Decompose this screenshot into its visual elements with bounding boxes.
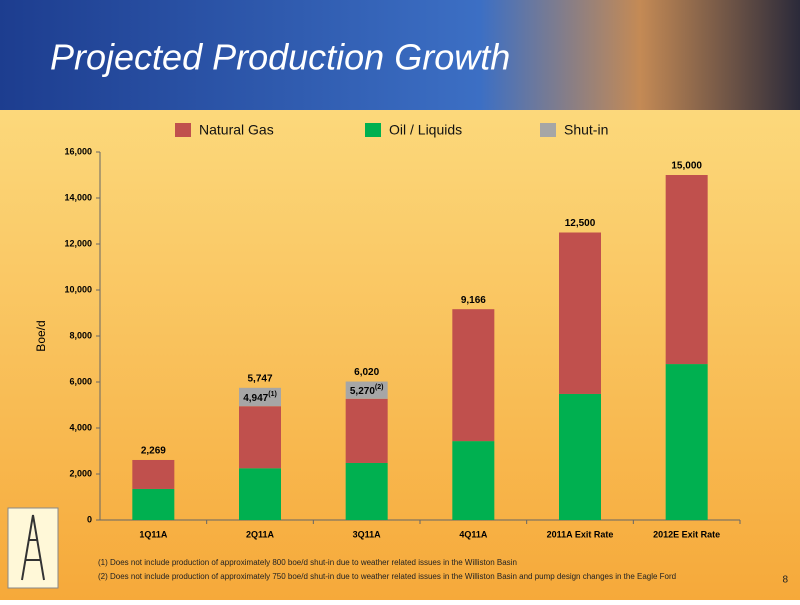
sub-label-note: (1) [268, 391, 277, 398]
total-label: 2,269 [141, 446, 166, 457]
y-tick-label: 16,000 [64, 146, 92, 156]
bar-segment [132, 459, 175, 489]
y-tick-label: 4,000 [69, 422, 92, 432]
x-tick-label: 2011A Exit Rate [547, 529, 614, 539]
y-tick-label: 12,000 [64, 238, 92, 248]
legend-swatch [175, 123, 191, 137]
slide-title: Projected Production Growth [50, 37, 510, 78]
total-label: 5,747 [247, 373, 272, 384]
legend-label: Shut-in [564, 122, 608, 138]
y-tick-label: 6,000 [69, 376, 92, 386]
bar-segment [239, 406, 281, 469]
y-tick-label: 2,000 [69, 468, 92, 478]
bar-segment [665, 364, 708, 520]
bar-segment [239, 387, 281, 407]
bar-segment [239, 468, 281, 520]
page-number: 8 [782, 575, 788, 586]
y-tick-label: 14,000 [64, 192, 92, 202]
total-label: 6,020 [354, 367, 379, 378]
footnote: (2) Does not include production of appro… [98, 572, 676, 581]
logo [7, 507, 59, 589]
sub-label: 4,947(1) [243, 391, 277, 404]
sub-label-value: 5,270 [350, 385, 375, 396]
bar-segment [559, 393, 601, 520]
legend-swatch [365, 123, 381, 137]
legend-label: Oil / Liquids [389, 122, 462, 138]
bar-segment [345, 398, 388, 463]
total-label: 15,000 [671, 161, 702, 172]
bar-segment [559, 232, 601, 394]
bar-segment [132, 488, 175, 520]
footnote: (1) Does not include production of appro… [98, 558, 517, 567]
x-tick-label: 2012E Exit Rate [653, 529, 720, 539]
y-tick-label: 10,000 [64, 284, 92, 294]
sub-label-value: 4,947 [243, 393, 268, 404]
y-tick-label: 0 [87, 514, 92, 524]
x-tick-label: 2Q11A [246, 529, 275, 539]
x-tick-label: 3Q11A [353, 529, 382, 539]
sub-label-note: (2) [375, 384, 384, 391]
bar-segment [665, 175, 708, 365]
x-tick-label: 1Q11A [139, 529, 168, 539]
bar-segment [452, 309, 495, 442]
sub-label: 5,270(2) [350, 384, 384, 397]
legend-label: Natural Gas [199, 122, 274, 138]
bar-segment [345, 462, 388, 520]
legend-swatch [540, 123, 556, 137]
y-axis-label: Boe/d [34, 320, 48, 351]
banner [0, 0, 800, 110]
total-label: 12,500 [565, 218, 596, 229]
y-tick-label: 8,000 [69, 330, 92, 340]
bar-segment [452, 441, 495, 520]
bar-segment [345, 381, 388, 399]
x-tick-label: 4Q11A [459, 529, 488, 539]
total-label: 9,166 [461, 295, 486, 306]
